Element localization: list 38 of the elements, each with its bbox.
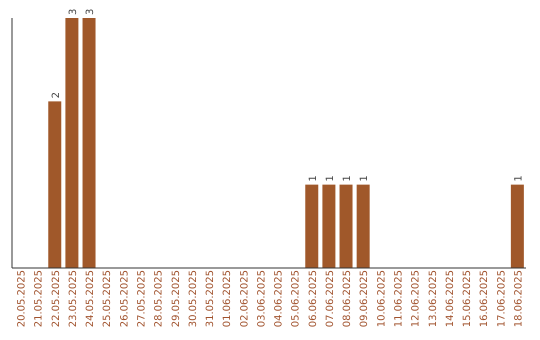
x-tick-label: 04.06.2025 — [274, 270, 285, 328]
x-tick-label: 06.06.2025 — [308, 270, 319, 328]
x-tick-label: 20.05.2025 — [16, 270, 28, 328]
x-tick-label: 08.06.2025 — [342, 270, 354, 328]
x-tick-label: 01.06.2025 — [222, 270, 234, 328]
x-tick-label: 18.06.2025 — [513, 270, 524, 328]
data-label: 3 — [68, 8, 79, 15]
x-tick-label: 05.06.2025 — [290, 270, 302, 328]
x-tick-label: 12.06.2025 — [410, 270, 422, 328]
data-label: 2 — [50, 92, 62, 98]
x-tick-label: 31.05.2025 — [205, 270, 216, 328]
x-tick-label: 30.05.2025 — [188, 270, 199, 328]
x-tick-label: 25.05.2025 — [102, 270, 114, 328]
x-tick-label: 22.05.2025 — [50, 270, 62, 328]
x-tick-label: 07.06.2025 — [324, 270, 336, 328]
data-label: 1 — [342, 175, 354, 182]
x-tick-label: 16.06.2025 — [479, 270, 490, 328]
x-tick-label: 11.06.2025 — [394, 270, 404, 328]
data-label: 1 — [324, 175, 336, 182]
data-label: 1 — [513, 175, 524, 182]
x-tick-label: 27.05.2025 — [136, 270, 148, 328]
data-label: 3 — [85, 8, 96, 15]
x-tick-label: 24.05.2025 — [85, 270, 96, 328]
data-label: 1 — [308, 175, 319, 182]
x-tick-label: 09.06.2025 — [359, 270, 370, 328]
x-tick-label: 02.06.2025 — [239, 270, 250, 328]
x-tick-label: 21.05.2025 — [34, 270, 45, 328]
data-label: 1 — [359, 175, 370, 182]
x-tick-label: 29.05.2025 — [170, 270, 182, 328]
x-tick-label: 23.05.2025 — [68, 270, 79, 328]
x-tick-label: 13.06.2025 — [428, 270, 439, 328]
x-tick-label: 26.05.2025 — [119, 270, 130, 328]
x-tick-label: 14.06.2025 — [444, 270, 456, 328]
x-tick-label: 10.06.2025 — [376, 270, 388, 328]
x-tick-label: 15.06.2025 — [462, 270, 474, 328]
x-tick-label: 28.05.2025 — [154, 270, 165, 328]
x-tick-label: 03.06.2025 — [256, 270, 268, 328]
x-tick-label: 17.06.2025 — [496, 270, 508, 328]
